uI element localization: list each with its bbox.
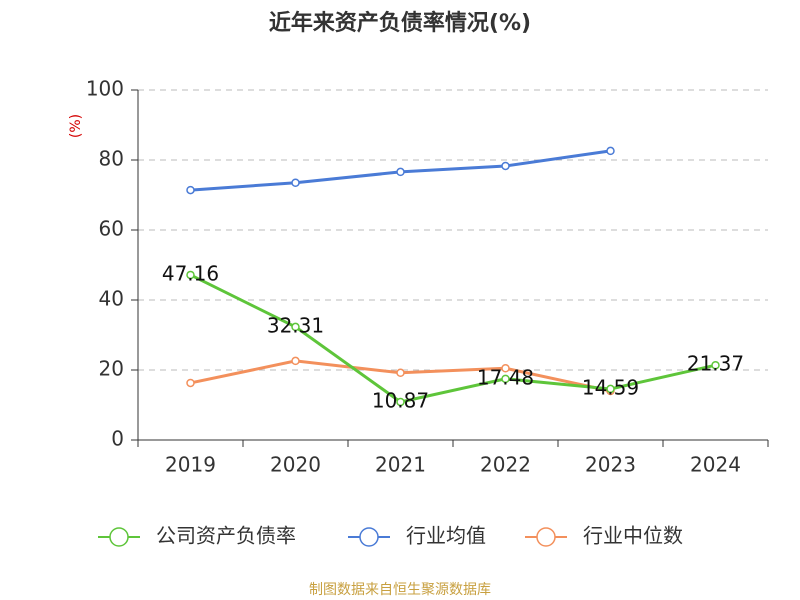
data-point bbox=[501, 161, 510, 171]
x-tick-label: 2024 bbox=[690, 453, 741, 477]
y-tick-label: 40 bbox=[99, 287, 124, 311]
data-point bbox=[291, 322, 300, 332]
legend-label: 行业均值 bbox=[406, 524, 486, 548]
x-tick-label: 2020 bbox=[270, 453, 321, 477]
y-tick-label: 100 bbox=[86, 77, 124, 101]
data-label: 47.16 bbox=[162, 261, 219, 285]
data-point bbox=[606, 384, 615, 394]
data-label: 32.31 bbox=[267, 313, 324, 337]
chart-title: 近年来资产负债率情况(%) bbox=[269, 10, 531, 36]
data-point bbox=[186, 378, 195, 388]
data-point bbox=[396, 167, 405, 177]
x-tick-label: 2021 bbox=[375, 453, 426, 477]
legend-label: 行业中位数 bbox=[583, 524, 683, 548]
data-point bbox=[186, 185, 195, 195]
data-label: 17.48 bbox=[477, 365, 534, 389]
x-tick-label: 2023 bbox=[585, 453, 636, 477]
x-tick-label: 2022 bbox=[480, 453, 531, 477]
series-line bbox=[189, 273, 716, 404]
data-point bbox=[186, 270, 195, 280]
legend-marker bbox=[536, 527, 556, 547]
x-tick-label: 2019 bbox=[165, 453, 216, 477]
data-label: 10.87 bbox=[372, 388, 429, 412]
data-point bbox=[711, 360, 720, 370]
legend-marker bbox=[359, 527, 379, 547]
data-point bbox=[291, 178, 300, 187]
data-label: 21.37 bbox=[687, 352, 744, 376]
y-tick-label: 60 bbox=[99, 217, 124, 241]
data-point bbox=[291, 356, 300, 366]
data-label: 14.59 bbox=[582, 375, 639, 399]
data-point bbox=[606, 146, 615, 156]
y-tick-label: 20 bbox=[99, 357, 124, 381]
y-tick-label: 0 bbox=[111, 427, 124, 451]
y-axis-label: (%) bbox=[68, 114, 84, 138]
data-point bbox=[501, 374, 510, 384]
data-point bbox=[396, 397, 405, 407]
y-tick-label: 80 bbox=[99, 147, 124, 171]
footer: 制图数据来自恒生聚源数据库 bbox=[309, 582, 491, 598]
data-point bbox=[396, 368, 405, 378]
data-point bbox=[501, 364, 510, 373]
legend-label: 公司资产负债率 bbox=[156, 524, 296, 548]
legend-marker bbox=[109, 527, 129, 547]
